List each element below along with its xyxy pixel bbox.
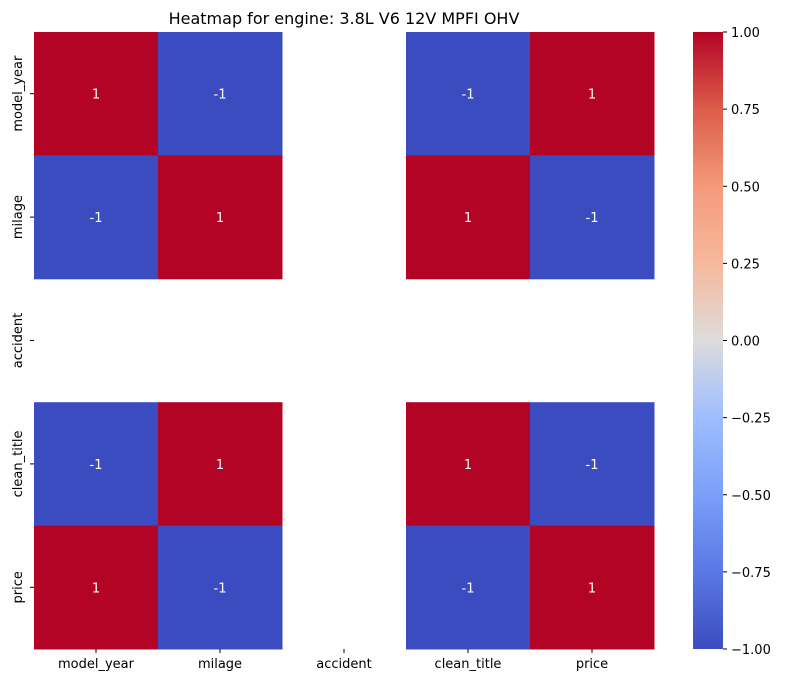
heatmap-cell bbox=[34, 402, 159, 527]
heatmap-cell bbox=[158, 155, 283, 280]
x-tick-label: clean_title bbox=[435, 657, 502, 672]
colorbar-tick-label: 0.50 bbox=[731, 180, 760, 195]
heatmap-cell bbox=[530, 402, 655, 527]
colorbar-tick-label: 0.00 bbox=[731, 335, 760, 350]
colorbar-tick-label: −0.75 bbox=[731, 566, 771, 581]
heatmap-cell bbox=[34, 32, 159, 156]
heatmap-cell bbox=[406, 525, 531, 650]
colorbar-tick-label: 1.00 bbox=[731, 26, 760, 41]
cell-annotation: 1 bbox=[92, 581, 100, 596]
heatmap-cell bbox=[158, 32, 283, 156]
y-tick-label: model_year bbox=[11, 55, 26, 132]
cell-annotation: -1 bbox=[586, 211, 599, 226]
heatmap-cell bbox=[158, 402, 283, 527]
cell-annotation: -1 bbox=[214, 88, 227, 103]
colorbar-tick-label: −1.00 bbox=[731, 643, 771, 658]
y-tick-label: clean_title bbox=[11, 430, 26, 497]
y-tick-label: milage bbox=[11, 195, 26, 239]
x-tick-label: accident bbox=[316, 657, 371, 672]
x-tick-label: model_year bbox=[58, 657, 135, 672]
heatmap-cell bbox=[406, 402, 531, 527]
cell-annotation: -1 bbox=[214, 581, 227, 596]
cell-annotation: 1 bbox=[588, 88, 596, 103]
heatmap-cell bbox=[34, 525, 159, 650]
colorbar-tick-label: −0.25 bbox=[731, 412, 771, 427]
cell-annotation: 1 bbox=[216, 458, 224, 473]
heatmap-cell bbox=[530, 525, 655, 650]
colorbar bbox=[693, 32, 723, 649]
heatmap-cell bbox=[406, 32, 531, 156]
cell-annotation: 1 bbox=[464, 458, 472, 473]
heatmap-cell bbox=[530, 32, 655, 156]
y-tick-label: price bbox=[11, 571, 26, 603]
x-tick-label: milage bbox=[198, 657, 242, 672]
colorbar-tick-label: −0.50 bbox=[731, 489, 771, 504]
cell-annotation: 1 bbox=[92, 88, 100, 103]
cell-annotation: -1 bbox=[586, 458, 599, 473]
cell-annotation: -1 bbox=[462, 88, 475, 103]
heatmap-cell bbox=[406, 155, 531, 280]
cell-annotation: 1 bbox=[588, 581, 596, 596]
cell-annotation: 1 bbox=[464, 211, 472, 226]
chart-title: Heatmap for engine: 3.8L V6 12V MPFI OHV bbox=[169, 9, 520, 28]
x-tick-label: price bbox=[576, 657, 608, 672]
colorbar-tick-label: 0.75 bbox=[731, 103, 760, 118]
cell-annotation: -1 bbox=[90, 211, 103, 226]
cell-annotation: 1 bbox=[216, 211, 224, 226]
heatmap-cell bbox=[158, 525, 283, 650]
y-tick-label: accident bbox=[11, 313, 26, 368]
heatmap-cell bbox=[530, 155, 655, 280]
colorbar-tick-label: 0.25 bbox=[731, 257, 760, 272]
heatmap-cell bbox=[34, 155, 159, 280]
cell-annotation: -1 bbox=[90, 458, 103, 473]
cell-annotation: -1 bbox=[462, 581, 475, 596]
